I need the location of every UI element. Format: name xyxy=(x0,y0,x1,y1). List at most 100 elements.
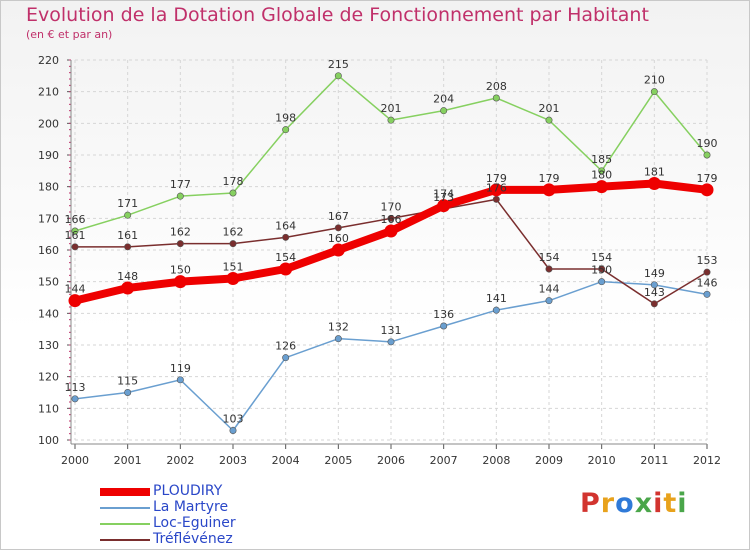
data-label: 126 xyxy=(275,340,296,353)
legend-label: PLOUDIRY xyxy=(153,483,223,499)
data-point xyxy=(282,233,290,241)
data-point xyxy=(703,151,711,159)
data-point xyxy=(71,243,79,251)
x-tick-label: 2006 xyxy=(377,454,405,467)
proxiti-logo: Proxiti xyxy=(580,488,688,519)
y-tick-label: 160 xyxy=(38,244,59,257)
data-point xyxy=(492,195,500,203)
data-point xyxy=(226,272,240,285)
data-point xyxy=(331,243,345,257)
x-tick-label: 2000 xyxy=(61,454,89,467)
data-point xyxy=(282,126,290,134)
logo-letter: i xyxy=(653,488,664,519)
data-point xyxy=(176,192,184,200)
data-label: 198 xyxy=(275,112,296,125)
data-label: 201 xyxy=(381,102,402,115)
data-label: 153 xyxy=(697,254,718,267)
data-label: 144 xyxy=(539,283,560,296)
data-label: 151 xyxy=(223,261,244,274)
data-point xyxy=(542,183,556,197)
data-point xyxy=(598,265,606,273)
data-point xyxy=(703,268,711,276)
data-label: 143 xyxy=(644,286,665,299)
data-point xyxy=(229,426,237,434)
data-label: 136 xyxy=(433,308,454,321)
data-point xyxy=(173,275,187,289)
x-tick-label: 2003 xyxy=(219,454,247,467)
data-point xyxy=(71,395,79,403)
y-tick-label: 140 xyxy=(38,307,59,320)
data-label: 148 xyxy=(117,270,138,283)
data-point xyxy=(71,227,79,235)
data-point xyxy=(68,294,82,308)
data-label: 181 xyxy=(644,166,665,179)
x-tick-label: 2012 xyxy=(693,454,721,467)
legend-swatch xyxy=(100,523,150,525)
chart-subtitle: (en € et par an) xyxy=(26,28,113,41)
data-label: 161 xyxy=(65,229,86,242)
data-point xyxy=(124,211,132,219)
logo-letter: o xyxy=(615,488,635,519)
data-label: 204 xyxy=(433,93,454,106)
data-point xyxy=(124,243,132,251)
x-tick-label: 2009 xyxy=(535,454,563,467)
data-point xyxy=(334,224,342,232)
data-label: 179 xyxy=(697,172,718,185)
data-label: 166 xyxy=(381,213,402,226)
data-label: 201 xyxy=(539,102,560,115)
data-point xyxy=(650,300,658,308)
data-label: 178 xyxy=(223,175,244,188)
data-point xyxy=(545,297,553,305)
data-label: 177 xyxy=(170,178,191,191)
x-tick-label: 2011 xyxy=(640,454,668,467)
data-label: 149 xyxy=(644,267,665,280)
x-tick-label: 2007 xyxy=(430,454,458,467)
data-point xyxy=(437,199,451,213)
x-tick-label: 2001 xyxy=(114,454,142,467)
legend-label: La Martyre xyxy=(153,499,229,515)
data-point xyxy=(545,265,553,273)
data-point xyxy=(229,189,237,197)
legend-label: Loc-Eguiner xyxy=(153,515,236,531)
data-point xyxy=(492,94,500,102)
y-tick-label: 220 xyxy=(38,54,59,67)
data-point xyxy=(121,281,135,295)
data-label: 166 xyxy=(65,213,86,226)
data-label: 179 xyxy=(539,172,560,185)
x-tick-label: 2010 xyxy=(588,454,616,467)
logo-letter: P xyxy=(580,488,601,519)
data-label: 190 xyxy=(697,137,718,150)
data-point xyxy=(440,107,448,115)
data-point xyxy=(176,376,184,384)
data-point xyxy=(489,183,503,197)
data-label: 132 xyxy=(328,321,349,334)
data-point xyxy=(545,116,553,124)
data-label: 131 xyxy=(381,324,402,337)
data-label: 146 xyxy=(697,276,718,289)
data-label: 141 xyxy=(486,292,507,305)
data-label: 171 xyxy=(117,197,138,210)
data-point xyxy=(387,116,395,124)
data-point xyxy=(387,338,395,346)
legend-swatch xyxy=(100,488,150,496)
data-point xyxy=(700,183,714,197)
data-label: 164 xyxy=(275,219,296,232)
x-tick-label: 2008 xyxy=(482,454,510,467)
data-label: 113 xyxy=(65,381,86,394)
data-label: 115 xyxy=(117,375,138,388)
data-label: 150 xyxy=(170,264,191,277)
data-label: 103 xyxy=(223,413,244,426)
logo-letter: r xyxy=(600,488,616,519)
logo-letter: i xyxy=(677,488,688,519)
data-label: 150 xyxy=(591,264,612,277)
data-label: 180 xyxy=(591,169,612,182)
data-label: 208 xyxy=(486,80,507,93)
data-label: 215 xyxy=(328,58,349,71)
data-label: 210 xyxy=(644,74,665,87)
data-point xyxy=(650,88,658,96)
data-point xyxy=(703,290,711,298)
data-point xyxy=(279,262,293,276)
data-label: 161 xyxy=(117,229,138,242)
data-point xyxy=(282,354,290,362)
